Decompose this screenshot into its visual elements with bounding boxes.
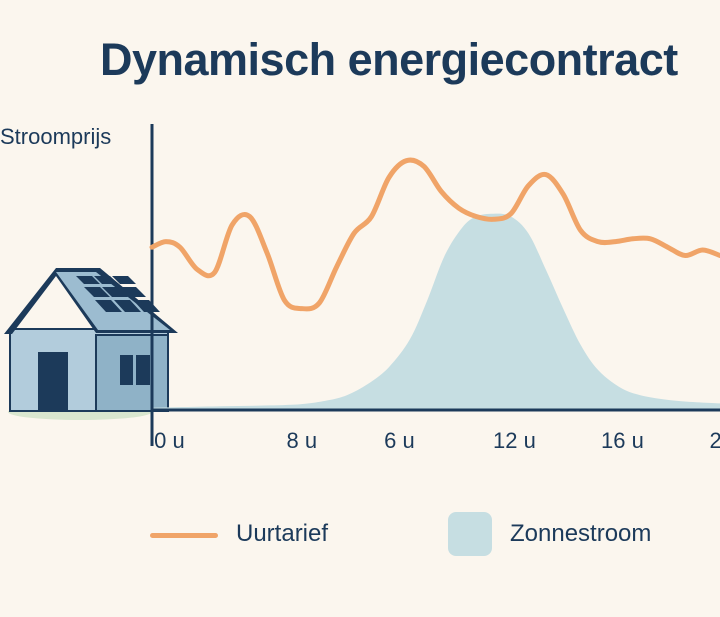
legend-swatch-uurtarief <box>150 533 218 538</box>
series-area-zonnestroom <box>152 213 720 409</box>
x-tick-label: 6 u <box>384 428 415 453</box>
x-tick-label: 0 u <box>154 428 185 453</box>
x-tick-label: 8 u <box>287 428 318 453</box>
x-tick-label: 2 <box>710 428 720 453</box>
house-with-solar-panels-icon <box>4 268 178 420</box>
chart-title: Dynamisch energiecontract <box>100 34 678 85</box>
x-tick-label: 12 u <box>493 428 536 453</box>
legend-swatch-zonnestroom <box>448 512 492 556</box>
x-tick-labels: 0 u 8 u 6 u 12 u 16 u 2 <box>154 428 720 453</box>
y-axis-label: Stroomprijs <box>0 124 112 149</box>
legend-label-zonnestroom: Zonnestroom <box>510 520 652 547</box>
legend-label-uurtarief: Uurtarief <box>236 520 329 547</box>
series-line-uurtarief <box>149 157 720 312</box>
x-tick-label: 16 u <box>601 428 644 453</box>
